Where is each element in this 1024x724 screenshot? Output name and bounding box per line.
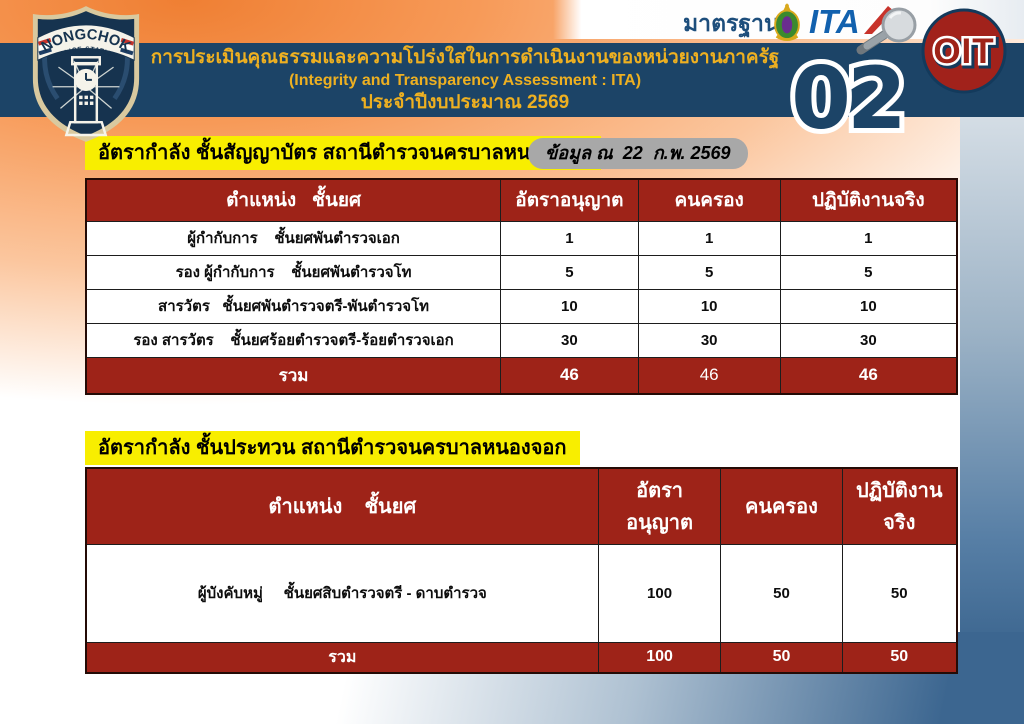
table-row: ผู้บังคับหมู่ ชั้นยศสิบตำรวจตรี - ดาบตำร…: [85, 543, 958, 643]
total-occupied: 50: [720, 641, 843, 674]
position-cell: รอง สารวัตร ชั้นยศร้อยตำรวจตรี-ร้อยตำรวจ…: [85, 322, 502, 358]
column-header-position: ตำแหน่ง ชั้นยศ: [85, 467, 599, 545]
flag-stripes-right: [120, 38, 135, 56]
banner-title: การประเมินคุณธรรมและความโปร่งใสในการดำเน…: [140, 46, 790, 115]
table-total-row: รวม 100 50 50: [85, 641, 958, 674]
magnifier-icon: [845, 4, 925, 63]
title-banner: [0, 43, 1024, 117]
column-header-position: ตำแหน่ง ชั้นยศ: [85, 178, 502, 222]
section-title-noncommissioned: อัตรากำลัง ชั้นประทวน สถานีตำรวจนครบาลหน…: [85, 431, 580, 465]
oit-badge: OIT OIT: [919, 6, 1009, 101]
authorized-cell: 30: [500, 322, 639, 358]
total-authorized: 100: [597, 641, 722, 674]
page-number: 02: [772, 44, 922, 154]
table-header-row: ตำแหน่ง ชั้นยศ อัตราอนุญาต คนครอง ปฏิบัต…: [85, 178, 958, 222]
position-cell: ผู้กำกับการ ชั้นยศพันตำรวจเอก: [85, 220, 502, 256]
occupied-cell: 50: [720, 543, 843, 643]
working-cell: 10: [779, 288, 958, 324]
occupied-cell: 5: [637, 254, 781, 290]
working-cell: 50: [841, 543, 958, 643]
total-authorized: 46: [500, 356, 639, 395]
ita-logo-text: ITA: [809, 3, 860, 40]
total-label: รวม: [85, 356, 502, 395]
table-header-row: ตำแหน่ง ชั้นยศ อัตราอนุญาต คนครอง ปฏิบัต…: [85, 467, 958, 545]
flag-stripes-left: [37, 38, 52, 56]
authorized-cell: 100: [597, 543, 722, 643]
column-header-working: ปฏิบัติงานจริง: [841, 467, 958, 545]
total-occupied: 46: [637, 356, 781, 395]
column-header-occupied: คนครอง: [720, 467, 843, 545]
column-header-occupied: คนครอง: [637, 178, 781, 222]
table-row: สารวัตร ชั้นยศพันตำรวจตรี-พันตำรวจโท 10 …: [85, 288, 958, 324]
royal-police-crest-icon: [768, 2, 806, 47]
total-working: 46: [779, 356, 958, 395]
working-cell: 30: [779, 322, 958, 358]
police-station-badge-logo: NONGCHOK ✱ POLICE STATION ✱: [24, 0, 145, 149]
total-working: 50: [841, 641, 958, 674]
authorized-cell: 5: [500, 254, 639, 290]
banner-title-line1: การประเมินคุณธรรมและความโปร่งใสในการดำเน…: [150, 47, 780, 68]
column-header-working: ปฏิบัติงานจริง: [779, 178, 958, 222]
position-cell: ผู้บังคับหมู่ ชั้นยศสิบตำรวจตรี - ดาบตำร…: [85, 543, 599, 643]
column-header-authorized: อัตราอนุญาต: [500, 178, 639, 222]
occupied-cell: 10: [637, 288, 781, 324]
data-as-of-badge: ข้อมูล ณ 22 ก.พ. 2569: [528, 138, 748, 169]
authorized-cell: 1: [500, 220, 639, 256]
total-label: รวม: [85, 641, 599, 674]
column-header-authorized: อัตราอนุญาต: [597, 467, 722, 545]
noncommissioned-officers-table: ตำแหน่ง ชั้นยศ อัตราอนุญาต คนครอง ปฏิบัต…: [85, 467, 958, 674]
occupied-cell: 30: [637, 322, 781, 358]
working-cell: 5: [779, 254, 958, 290]
banner-title-line3: ประจำปีงบประมาณ 2569: [360, 92, 570, 113]
position-cell: รอง ผู้กำกับการ ชั้นยศพันตำรวจโท: [85, 254, 502, 290]
occupied-cell: 1: [637, 220, 781, 256]
standard-label: มาตรฐาน: [683, 10, 780, 36]
page-number-text: 02: [791, 50, 903, 142]
table-total-row: รวม 46 46 46: [85, 356, 958, 395]
position-cell: สารวัตร ชั้นยศพันตำรวจตรี-พันตำรวจโท: [85, 288, 502, 324]
oit-badge-text: OIT: [933, 32, 994, 71]
section-title-commissioned: อัตรากำลัง ชั้นสัญญาบัตร สถานีตำรวจนครบา…: [85, 136, 602, 170]
right-blue-band: [960, 117, 1024, 724]
table-row: รอง สารวัตร ชั้นยศร้อยตำรวจตรี-ร้อยตำรวจ…: [85, 322, 958, 358]
table-row: รอง ผู้กำกับการ ชั้นยศพันตำรวจโท 5 5 5: [85, 254, 958, 290]
commissioned-officers-table: ตำแหน่ง ชั้นยศ อัตราอนุญาต คนครอง ปฏิบัต…: [85, 178, 958, 395]
svg-text:OIT: OIT: [935, 34, 996, 73]
banner-title-line2: (Integrity and Transparency Assessment :…: [288, 72, 642, 89]
working-cell: 1: [779, 220, 958, 256]
authorized-cell: 10: [500, 288, 639, 324]
table-row: ผู้กำกับการ ชั้นยศพันตำรวจเอก 1 1 1: [85, 220, 958, 256]
